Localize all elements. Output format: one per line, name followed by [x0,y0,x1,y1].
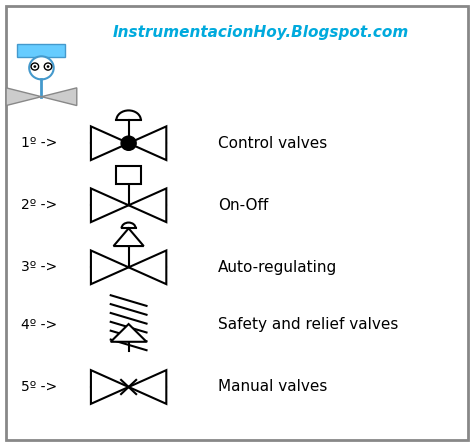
Circle shape [34,65,36,68]
FancyBboxPatch shape [6,6,468,440]
Text: Control valves: Control valves [218,136,328,151]
Circle shape [29,56,54,79]
Polygon shape [91,126,128,160]
Text: Auto-regulating: Auto-regulating [218,260,337,275]
FancyBboxPatch shape [117,166,141,184]
Polygon shape [41,88,77,106]
Text: Manual valves: Manual valves [218,380,328,395]
Circle shape [44,63,52,70]
Polygon shape [128,126,166,160]
Circle shape [31,63,38,70]
Polygon shape [6,88,41,106]
Text: 1º ->: 1º -> [21,136,57,150]
Polygon shape [128,188,166,222]
Circle shape [46,65,49,68]
Circle shape [121,136,136,150]
Polygon shape [91,370,128,404]
Polygon shape [91,251,128,284]
Text: 2º ->: 2º -> [21,198,57,212]
Text: 4º ->: 4º -> [21,318,57,332]
Polygon shape [91,188,128,222]
Polygon shape [114,228,144,246]
Polygon shape [128,251,166,284]
Text: InstrumentacionHoy.Blogspot.com: InstrumentacionHoy.Blogspot.com [112,25,409,40]
Text: On-Off: On-Off [218,198,268,213]
Polygon shape [128,370,166,404]
Text: 5º ->: 5º -> [21,380,57,394]
FancyBboxPatch shape [18,44,65,57]
Polygon shape [111,324,146,342]
Text: Safety and relief valves: Safety and relief valves [218,318,399,332]
Text: 3º ->: 3º -> [21,260,57,274]
